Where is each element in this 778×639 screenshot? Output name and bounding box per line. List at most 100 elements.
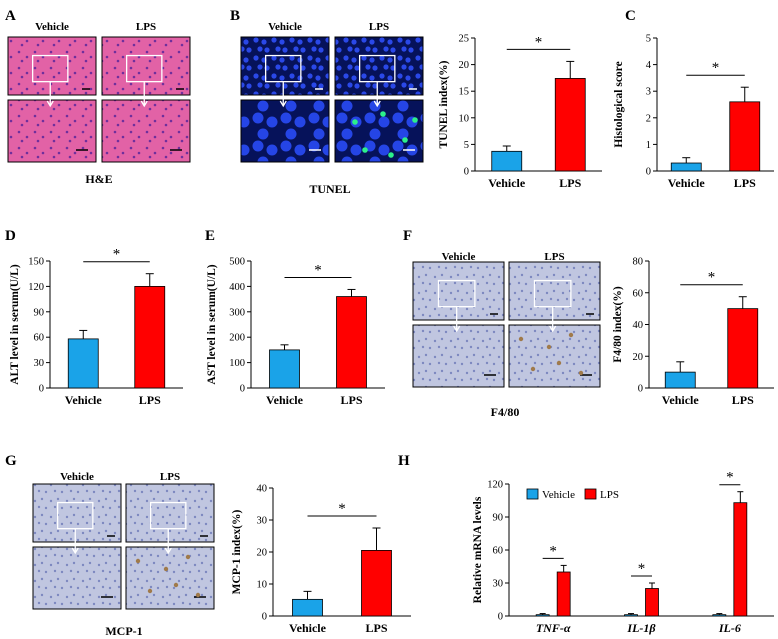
arrow-head [46,100,54,108]
legend-swatch [584,488,597,500]
panel-letter: E [205,228,215,244]
tunel-positive-cell [402,137,408,143]
x-tick-label: Vehicle [266,393,304,407]
y-tick-label: 4 [646,60,652,71]
y-tick-label: 10 [459,113,470,124]
x-tick-label: Vehicle [668,176,706,190]
micrograph-zoom [508,324,601,388]
chart-histo: 0 1 2 3 4 5 Histological score Vehicle LPS * [613,34,774,190]
arrow-head [279,100,287,108]
y-tick-label: 20 [257,548,268,559]
column-label: Vehicle [35,21,69,33]
stained-cell [578,370,584,376]
y-tick-label: 0 [262,612,267,623]
y-axis-label: AST level in serum(U/L) [206,264,218,384]
column-label: LPS [160,471,180,483]
stained-cell [185,554,191,560]
significance-star: * [708,270,716,286]
panel-letter: B [230,8,240,24]
chart-tunel: 0 5 10 15 20 25 TUNEL index(%) Vehicle LPS * [438,34,602,190]
y-axis-label: F4/80 index(%) [612,286,624,363]
chart-mcp1: 0 10 20 30 40 MCP-1 index(%) Vehicle LPS * [231,484,411,635]
column-label: Vehicle [60,471,94,483]
y-tick-label: 30 [34,358,45,369]
y-axis-label: Relative mRNA levels [472,496,484,603]
x-tick-label: IL-1β [626,621,656,635]
panel-letter: A [5,8,16,24]
column-label: LPS [544,251,564,263]
y-tick-label: 100 [229,358,245,369]
significance-star: * [549,543,557,559]
significance-star: * [113,247,121,263]
panel-caption: H&E [85,172,112,186]
x-tick-label: LPS [365,621,387,635]
x-tick-label: Vehicle [488,176,526,190]
micrograph-overview [412,261,505,321]
micrograph-zoom [101,99,191,163]
bar-lps [645,588,659,617]
x-tick-label: Vehicle [662,393,700,407]
stained-cell [147,588,153,594]
stained-cell [163,566,169,572]
x-tick-label: LPS [732,393,754,407]
column-label: Vehicle [268,21,302,33]
column-label: LPS [369,21,389,33]
micrograph-zoom [334,99,424,163]
bar-vehicle [292,598,323,617]
image-panel-a: Vehicle LPS H&E [7,21,191,186]
y-axis-label: TUNEL index(%) [438,60,450,148]
arrow-head [164,547,172,555]
bar-lps [361,550,392,617]
chart-f480: 0 20 40 60 80 F4/80 index(%) Vehicle LPS * [612,257,774,407]
bar-vehicle [269,349,300,389]
tunel-positive-cell [412,117,418,123]
significance-star: * [535,34,543,50]
y-tick-label: 40 [633,320,644,331]
bar-lps [733,502,748,617]
micrograph-zoom [32,546,122,610]
tunel-positive-cell [380,111,386,117]
legend-label: Vehicle [542,489,575,501]
y-axis-label: Histological score [613,61,625,147]
bar-vehicle [624,614,638,617]
panel-letter: D [5,228,16,244]
y-tick-label: 30 [493,579,504,590]
y-tick-label: 0 [638,384,643,395]
bar-vehicle [67,338,99,389]
bar-lps [336,296,367,389]
legend-label: LPS [600,489,619,501]
significance-star: * [726,470,734,486]
tunel-positive-cell [362,147,368,153]
y-tick-label: 60 [493,546,504,557]
y-tick-label: 90 [34,307,45,318]
legend-swatch [526,488,539,500]
chart-ast: 0 100 200 300 400 500 AST level in serum(U/L) V… [206,257,385,407]
panel-letter: C [625,8,636,24]
y-tick-label: 3 [646,87,651,98]
bar-lps [554,78,586,172]
y-tick-label: 0 [646,167,651,178]
y-tick-label: 0 [498,612,503,623]
y-axis-label: MCP-1 index(%) [231,510,243,595]
significance-star: * [314,262,322,278]
stained-cell [195,592,201,598]
micrograph-zoom [7,99,97,163]
tunel-positive-cell [352,119,358,125]
stained-cell [135,558,141,564]
bar-vehicle [535,614,550,617]
x-tick-label: LPS [340,393,362,407]
y-tick-label: 15 [459,87,470,98]
arrow-head [549,325,557,333]
y-axis-label: ALT level in serum(U/L) [9,264,21,385]
stained-cell [173,582,179,588]
y-tick-label: 1 [646,140,651,151]
y-tick-label: 2 [646,113,651,124]
chart-alt: 0 30 60 90 120 150 ALT level in serum(U/L) Vehi… [9,247,183,407]
panel-caption: F4/80 [491,405,520,419]
y-tick-label: 0 [464,167,469,178]
y-tick-label: 40 [257,484,268,495]
x-tick-label: LPS [559,176,581,190]
bar-lps [727,308,759,389]
significance-star: * [338,501,346,517]
arrow-head [453,325,461,333]
